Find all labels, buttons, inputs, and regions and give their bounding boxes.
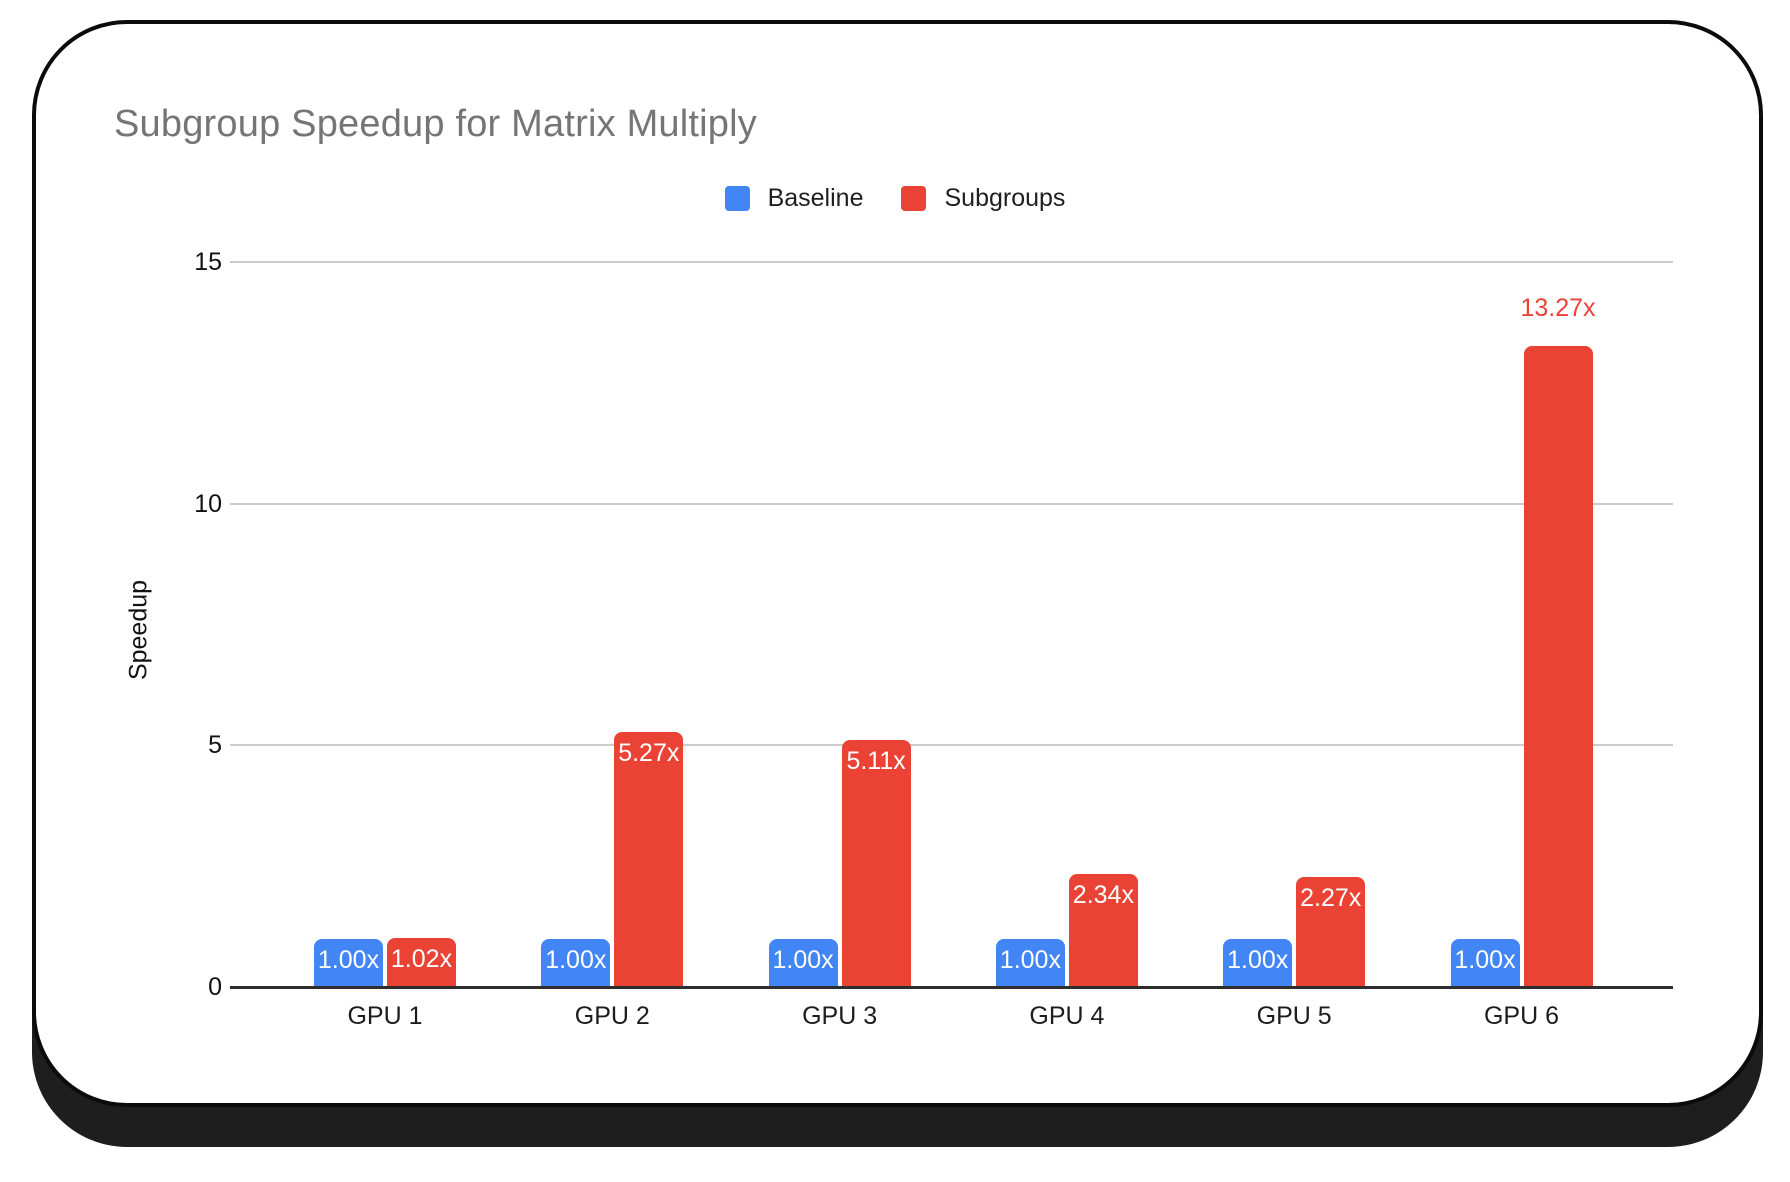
bar-value-label-baseline-gpu-4: 1.00x bbox=[999, 946, 1061, 974]
bar-value-label-baseline-gpu-3: 1.00x bbox=[772, 946, 834, 974]
bar-subgroups-gpu-2 bbox=[614, 732, 684, 989]
y-tick-label-15: 15 bbox=[194, 248, 222, 276]
bar-value-label-baseline-gpu-1: 1.00x bbox=[317, 946, 380, 974]
bar-value-label-baseline-gpu-2: 1.00x bbox=[545, 946, 607, 974]
bar-value-label-subgroups-gpu-2: 5.27x bbox=[618, 739, 680, 767]
x-axis-baseline bbox=[230, 986, 1673, 989]
legend-swatch-subgroups bbox=[901, 186, 927, 211]
y-tick-label-10: 10 bbox=[194, 489, 222, 518]
gridline-y-10 bbox=[230, 502, 1673, 505]
x-tick-label-gpu-6: GPU 6 bbox=[1483, 1002, 1560, 1030]
bar-subgroups-gpu-1 bbox=[387, 938, 456, 989]
bar-baseline-gpu-6 bbox=[1450, 939, 1520, 989]
bar-baseline-gpu-4 bbox=[995, 939, 1065, 989]
bar-value-label-subgroups-gpu-3: 5.11x bbox=[846, 747, 906, 775]
y-axis-title: Speedup bbox=[124, 579, 153, 681]
bar-baseline-gpu-1 bbox=[314, 939, 383, 989]
x-tick-label-gpu-1: GPU 1 bbox=[347, 1002, 423, 1030]
bar-value-label-baseline-gpu-6: 1.00x bbox=[1454, 946, 1516, 974]
legend-label: Subgroups bbox=[944, 184, 1066, 212]
legend-item-subgroups: Subgroups bbox=[901, 184, 1065, 213]
x-tick-label-gpu-4: GPU 4 bbox=[1029, 1002, 1105, 1030]
chart-title: Subgroup Speedup for Matrix Multiply bbox=[114, 103, 757, 145]
bar-baseline-gpu-2 bbox=[541, 939, 611, 989]
bar-value-label-subgroups-gpu-5: 2.27x bbox=[1300, 884, 1362, 912]
bar-value-label-subgroups-gpu-1: 1.02x bbox=[390, 945, 453, 973]
bar-subgroups-gpu-4 bbox=[1068, 874, 1138, 989]
bar-subgroups-gpu-6 bbox=[1523, 346, 1593, 989]
bar-baseline-gpu-3 bbox=[768, 939, 838, 989]
bar-value-label-subgroups-gpu-6: 13.27x bbox=[1520, 294, 1596, 322]
chart-legend: Baseline Subgroups bbox=[0, 184, 1790, 213]
bar-subgroups-gpu-3 bbox=[841, 740, 911, 989]
bar-value-label-baseline-gpu-5: 1.00x bbox=[1227, 946, 1289, 974]
x-tick-label-gpu-5: GPU 5 bbox=[1256, 1002, 1332, 1030]
legend-swatch-baseline bbox=[724, 186, 750, 211]
gridline-y-5 bbox=[230, 744, 1673, 747]
bar-baseline-gpu-5 bbox=[1223, 939, 1293, 989]
y-tick-label-0: 0 bbox=[208, 973, 222, 1001]
bar-value-label-subgroups-gpu-4: 2.34x bbox=[1072, 881, 1134, 909]
legend-item-baseline: Baseline bbox=[724, 184, 864, 213]
gridline-y-15 bbox=[230, 261, 1673, 263]
y-tick-label-5: 5 bbox=[208, 731, 222, 760]
x-tick-label-gpu-2: GPU 2 bbox=[574, 1002, 650, 1030]
legend-label: Baseline bbox=[767, 184, 864, 212]
bar-subgroups-gpu-5 bbox=[1296, 877, 1366, 989]
x-tick-label-gpu-3: GPU 3 bbox=[802, 1002, 878, 1030]
